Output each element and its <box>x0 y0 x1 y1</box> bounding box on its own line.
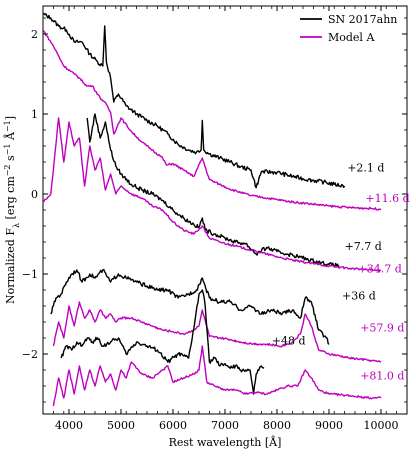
series-line-36d <box>50 268 330 345</box>
series-line-579d <box>52 301 382 363</box>
y-tick-label: 2 <box>31 28 38 41</box>
epoch-label: +48 d <box>272 334 306 347</box>
ticks-layer: 4000 5000 6000 7000 8000 9000 10000 −2 −1 0 1 2 <box>22 6 408 432</box>
series-line-21d <box>43 12 346 189</box>
x-tick-label: 8000 <box>263 419 291 432</box>
epoch-label: +57.9 d <box>360 322 404 335</box>
series-line-48d <box>60 289 265 395</box>
plot-frame <box>42 5 408 415</box>
y-axis-label: Normalized Fλ [erg cm−2 s−1 Å−1] <box>3 116 21 304</box>
series-layer <box>43 12 382 407</box>
x-tick-label: 9000 <box>315 419 343 432</box>
x-tick-label: 4000 <box>55 419 83 432</box>
y-tick-label: −2 <box>22 348 38 361</box>
legend: SN 2017ahn Model A <box>300 13 397 44</box>
epoch-label: +11.6 d <box>365 192 409 205</box>
x-axis-label: Rest wavelength [Å] <box>169 435 282 449</box>
x-tick-label: 5000 <box>107 419 135 432</box>
series-line-810d <box>52 345 382 407</box>
series-line-77d <box>86 113 340 268</box>
x-tick-label: 7000 <box>211 419 239 432</box>
epoch-label: +36 d <box>342 290 376 303</box>
y-tick-label: 0 <box>31 188 38 201</box>
y-tick-label: −1 <box>22 268 38 281</box>
series-line-116d <box>43 29 382 211</box>
x-tick-label: 10000 <box>364 419 399 432</box>
epoch-label: +34.7 d <box>358 262 402 275</box>
epoch-label: +2.1 d <box>347 162 384 175</box>
series-line-347d <box>43 117 382 273</box>
epoch-label: +7.7 d <box>345 240 382 253</box>
plot-area <box>42 5 408 415</box>
x-tick-label: 6000 <box>159 419 187 432</box>
y-tick-label: 1 <box>31 108 38 121</box>
epoch-label: +81.0 d <box>360 370 404 383</box>
epoch-labels-layer: +2.1 d +11.6 d +7.7 d +34.7 d +36 d +57.9 d +4… <box>272 162 410 383</box>
legend-label-model: Model A <box>328 31 375 44</box>
legend-label-observed: SN 2017ahn <box>328 13 397 26</box>
